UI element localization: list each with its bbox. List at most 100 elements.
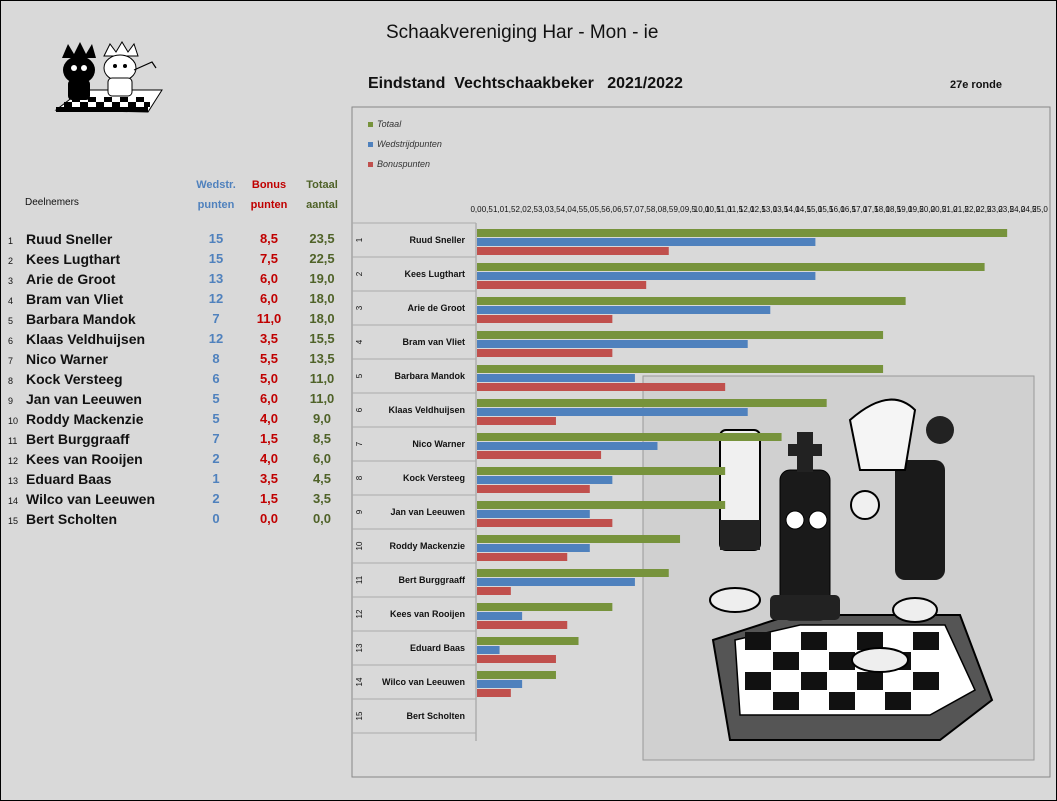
legend-label-0: Totaal [377, 119, 402, 129]
x-tick-label: 10,5 [705, 205, 721, 214]
bar-totaal [477, 671, 556, 679]
header-wedstr-line1: Wedstr. [196, 179, 236, 191]
row-wedstrijdpunten: 7 [212, 431, 220, 446]
header-wedstrijdpunten: Wedstr. punten [190, 175, 242, 215]
x-tick-label: 18,5 [886, 205, 902, 214]
table-row: 4 Bram van Vliet 12 6,0 18,0 [0, 290, 350, 310]
row-name: Klaas Veldhuijsen [26, 331, 146, 347]
x-tick-label: 19,0 [897, 205, 913, 214]
category-number: 12 [355, 609, 364, 618]
bar-totaal [477, 433, 782, 441]
legend-label-2: Bonuspunten [377, 159, 430, 169]
row-name: Kock Versteeg [26, 371, 123, 387]
bar-wedstrijdpunten [477, 476, 613, 484]
row-name: Nico Warner [26, 351, 108, 367]
white-king-mascot-icon [103, 41, 157, 97]
x-tick-label: 1,0 [493, 205, 505, 214]
table-row: 6 Klaas Veldhuijsen 12 3,5 15,5 [0, 330, 350, 350]
row-name: Roddy Mackenzie [26, 411, 144, 427]
club-title: Schaakvereniging Har - Mon - ie [386, 22, 659, 43]
x-tick-label: 6,0 [606, 205, 618, 214]
x-tick-label: 11,5 [728, 205, 744, 214]
bar-bonuspunten [477, 349, 613, 357]
bar-bonuspunten [477, 689, 511, 697]
x-tick-label: 0,5 [482, 205, 494, 214]
bar-wedstrijdpunten [477, 544, 590, 552]
row-wedstrijdpunten: 2 [212, 451, 220, 466]
bar-bonuspunten [477, 485, 590, 493]
table-row: 13 Eduard Baas 1 3,5 4,5 [0, 470, 350, 490]
table-row: 2 Kees Lugthart 15 7,5 22,5 [0, 250, 350, 270]
row-bonuspunten: 4,0 [259, 411, 279, 426]
bar-totaal [477, 637, 579, 645]
category-label: Barbara Mandok [394, 371, 466, 381]
bar-totaal [477, 297, 906, 305]
x-tick-label: 7,5 [640, 205, 652, 214]
row-wedstrijdpunten: 1 [212, 471, 220, 486]
x-tick-label: 5,5 [595, 205, 607, 214]
bar-totaal [477, 603, 613, 611]
x-tick-label: 8,0 [651, 205, 663, 214]
category-number: 8 [355, 475, 364, 480]
bar-wedstrijdpunten [477, 510, 590, 518]
category-number: 10 [355, 541, 364, 550]
row-name: Eduard Baas [26, 471, 112, 487]
category-number: 6 [355, 407, 364, 412]
bar-bonuspunten [477, 655, 556, 663]
x-tick-label: 24,5 [1021, 205, 1037, 214]
x-tick-label: 21,5 [953, 205, 969, 214]
row-name: Wilco van Leeuwen [26, 491, 156, 507]
category-label: Roddy Mackenzie [389, 541, 465, 551]
row-bonuspunten: 6,0 [259, 291, 279, 306]
row-wedstrijdpunten: 12 [208, 331, 224, 346]
category-label: Nico Warner [412, 439, 465, 449]
category-number: 3 [355, 305, 364, 310]
bar-bonuspunten [477, 247, 669, 255]
bar-totaal [477, 467, 726, 475]
table-row: 10 Roddy Mackenzie 5 4,0 9,0 [0, 410, 350, 430]
category-label: Jan van Leeuwen [390, 507, 465, 517]
legend-swatch-2 [368, 162, 373, 167]
category-label: Ruud Sneller [409, 235, 465, 245]
x-tick-label: 6,5 [617, 205, 629, 214]
row-bonuspunten: 1,5 [259, 491, 279, 506]
table-row: 11 Bert Burggraaff 7 1,5 8,5 [0, 430, 350, 450]
row-rank: 9 [8, 396, 14, 406]
bar-bonuspunten [477, 383, 726, 391]
header-participants: Deelnemers [25, 197, 79, 208]
bar-bonuspunten [477, 587, 511, 595]
table-row: 1 Ruud Sneller 15 8,5 23,5 [0, 230, 350, 250]
row-bonuspunten: 11,0 [256, 311, 282, 326]
row-rank: 4 [8, 296, 14, 306]
row-rank: 5 [8, 316, 14, 326]
row-bonuspunten: 8,5 [259, 231, 279, 246]
x-tick-label: 13,5 [773, 205, 789, 214]
x-tick-label: 20,5 [931, 205, 947, 214]
x-tick-label: 17,5 [863, 205, 879, 214]
header-totaal-line1: Totaal [306, 179, 338, 191]
table-row: 7 Nico Warner 8 5,5 13,5 [0, 350, 350, 370]
bar-totaal [477, 365, 884, 373]
round-label: 27e ronde [950, 79, 1002, 91]
row-bonuspunten: 5,5 [259, 351, 279, 366]
category-label: Kees Lugthart [404, 269, 465, 279]
row-rank: 1 [8, 236, 14, 246]
row-wedstrijdpunten: 5 [212, 391, 220, 406]
row-name: Kees van Rooijen [26, 451, 143, 467]
category-number: 14 [355, 677, 364, 686]
bar-wedstrijdpunten [477, 442, 658, 450]
bar-bonuspunten [477, 553, 568, 561]
bar-totaal [477, 569, 669, 577]
row-rank: 14 [8, 496, 19, 506]
bar-totaal [477, 229, 1008, 237]
chess-pieces-illustration-icon [642, 375, 1035, 761]
row-wedstrijdpunten: 8 [212, 351, 220, 366]
x-tick-label: 15,5 [818, 205, 834, 214]
row-totaal: 6,0 [312, 451, 332, 466]
category-number: 7 [355, 441, 364, 446]
category-number: 9 [355, 509, 364, 514]
header-totaal: Totaal aantal [296, 175, 348, 215]
category-label: Eduard Baas [410, 643, 465, 653]
x-tick-label: 25,0 [1032, 205, 1048, 214]
row-totaal: 11,0 [309, 391, 335, 406]
